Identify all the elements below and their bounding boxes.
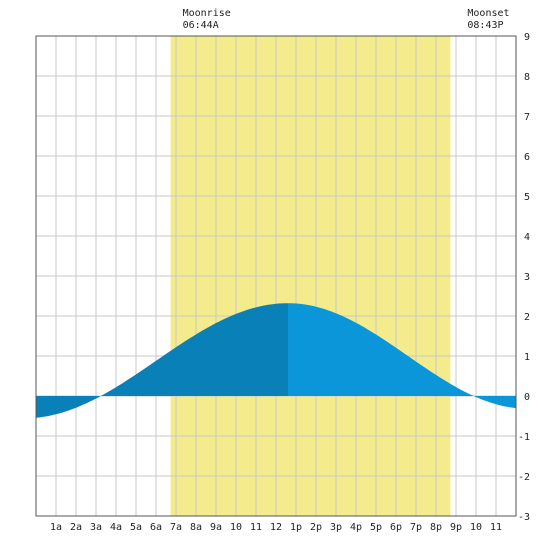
y-tick-label: 2	[524, 312, 530, 323]
x-tick-label: 2a	[70, 522, 82, 533]
x-tick-label: 8a	[190, 522, 202, 533]
x-tick-label: 7p	[410, 522, 422, 533]
y-tick-label: -3	[518, 512, 530, 523]
y-tick-label: -1	[518, 432, 530, 443]
y-tick-label: 3	[524, 272, 530, 283]
x-tick-label: 11	[250, 522, 262, 533]
x-tick-label: 6p	[390, 522, 402, 533]
x-tick-label: 9a	[210, 522, 222, 533]
x-tick-label: 10	[230, 522, 242, 533]
x-tick-label: 2p	[310, 522, 322, 533]
x-tick-label: 4p	[350, 522, 362, 533]
tide-falling-area	[288, 303, 516, 409]
moonrise-label: Moonrise	[183, 8, 231, 19]
x-tick-label: 1p	[290, 522, 302, 533]
y-tick-labels: -3 -2 -1 0 1 2 3 4 5 6 7 8 9	[518, 32, 530, 523]
moonset-time: 08:43P	[467, 20, 503, 31]
x-tick-labels: 1a 2a 3a 4a 5a 6a 7a 8a 9a 10 11 12 1p 2p 3p 4p 5p 6p 7p 8p…	[50, 522, 502, 533]
x-tick-label: 9p	[450, 522, 462, 533]
y-tick-label: 4	[524, 232, 530, 243]
y-tick-label: 5	[524, 192, 530, 203]
moonrise-time: 06:44A	[183, 20, 219, 31]
y-tick-label: -2	[518, 472, 530, 483]
x-tick-label: 10	[470, 522, 482, 533]
x-tick-label: 5a	[130, 522, 142, 533]
tide-rising-area	[36, 303, 288, 418]
plot-border	[35, 35, 517, 517]
y-tick-label: 8	[524, 72, 530, 83]
y-tick-label: 1	[524, 352, 530, 363]
x-tick-label: 3a	[90, 522, 102, 533]
x-tick-label: 12	[270, 522, 282, 533]
y-tick-label: 7	[524, 112, 530, 123]
x-tick-label: 7a	[170, 522, 182, 533]
y-tick-label: 0	[524, 392, 530, 403]
x-tick-label: 8p	[430, 522, 442, 533]
x-tick-label: 3p	[330, 522, 342, 533]
moonset-label: Moonset	[467, 8, 509, 19]
x-tick-label: 1a	[50, 522, 62, 533]
x-tick-label: 4a	[110, 522, 122, 533]
tide-area-layer	[36, 303, 516, 418]
y-tick-label: 9	[524, 32, 530, 43]
x-tick-label: 11	[490, 522, 502, 533]
x-tick-label: 5p	[370, 522, 382, 533]
x-tick-label: 6a	[150, 522, 162, 533]
moon-labels: Moonrise 06:44A Moonset 08:43P	[183, 8, 510, 31]
y-tick-label: 6	[524, 152, 530, 163]
